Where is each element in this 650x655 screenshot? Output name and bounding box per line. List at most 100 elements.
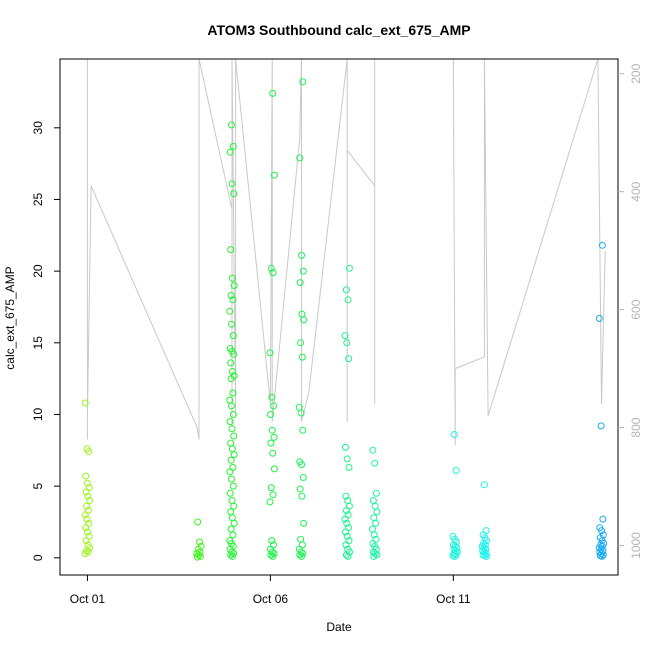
data-point (228, 497, 236, 504)
data-point (300, 519, 308, 527)
data-point (480, 481, 488, 489)
data-point (269, 269, 277, 277)
data-point (226, 468, 234, 476)
data-point (228, 368, 236, 375)
data-point (343, 339, 351, 347)
secondary-y-tick-label: 400 (629, 181, 643, 201)
data-point (228, 320, 235, 328)
data-point (227, 508, 235, 516)
data-point (229, 482, 237, 490)
data-point (342, 507, 350, 514)
data-point (344, 296, 352, 304)
data-point (296, 551, 304, 559)
data-point (267, 439, 275, 447)
data-point (269, 491, 277, 499)
y-tick-label: 5 (31, 482, 45, 489)
data-point (194, 518, 202, 526)
data-point (267, 264, 275, 272)
secondary-y-tick-label: 1000 (629, 532, 643, 559)
data-point (341, 332, 349, 340)
data-point (229, 142, 237, 150)
data-point (227, 246, 235, 254)
data-point (227, 292, 235, 299)
data-point (84, 492, 92, 500)
data-point (342, 443, 349, 451)
data-point (370, 531, 378, 539)
data-point (267, 484, 275, 492)
data-point (597, 422, 605, 430)
data-point (268, 393, 276, 401)
data-point (228, 121, 235, 129)
data-point (85, 448, 93, 456)
data-point (296, 279, 304, 287)
data-point (342, 286, 350, 294)
data-point (599, 515, 607, 523)
data-point (269, 449, 277, 457)
axes-layer: Oct 01 Oct 06 Oct 11 0 5 10 15 20 25 30 200 400 600 8… (31, 58, 643, 606)
data-point (343, 532, 351, 540)
data-point (483, 552, 491, 560)
data-point (227, 551, 235, 559)
data-point (299, 78, 307, 86)
data-point (369, 446, 377, 454)
data-point (299, 267, 307, 275)
data-point (270, 433, 278, 441)
y-axis-label: calc_ext_675_AMP (3, 266, 17, 369)
data-point (452, 551, 460, 559)
data-point (452, 466, 460, 474)
data-point (269, 89, 277, 97)
data-point (369, 525, 376, 533)
data-point (229, 464, 237, 471)
y-tick-label: 15 (31, 336, 45, 350)
data-point (83, 515, 91, 523)
data-point (227, 375, 235, 383)
data-point (373, 508, 381, 516)
data-point (82, 537, 90, 545)
x-tick-label: Oct 06 (253, 592, 289, 606)
data-point (372, 489, 380, 497)
data-point (229, 531, 237, 539)
data-point (299, 474, 307, 481)
data-point (297, 535, 305, 543)
data-point (267, 411, 274, 418)
data-point (595, 314, 603, 322)
data-point (83, 528, 91, 536)
data-point (598, 527, 605, 535)
data-point (270, 465, 278, 473)
data-point (193, 553, 201, 561)
data-point (230, 282, 238, 289)
data-point (228, 475, 235, 483)
data-point (227, 359, 235, 367)
data-point (598, 552, 606, 560)
data-point (370, 552, 378, 560)
data-point (269, 552, 277, 560)
data-point (342, 492, 350, 500)
data-point (599, 551, 607, 559)
data-point (298, 492, 306, 500)
data-point (81, 511, 89, 519)
data-point (268, 426, 276, 434)
data-point (296, 485, 304, 493)
data-point (296, 154, 304, 162)
data-point (270, 171, 278, 179)
data-point (298, 541, 306, 549)
data-point (227, 525, 235, 533)
data-point (196, 538, 203, 546)
data-point (228, 180, 236, 188)
secondary-y-tick-label: 200 (629, 63, 643, 83)
data-point (450, 431, 458, 438)
data-point (372, 519, 380, 527)
data-point (369, 497, 377, 504)
y-tick-label: 25 (31, 192, 45, 206)
x-tick-label: Oct 01 (70, 592, 106, 606)
data-point (343, 519, 351, 527)
data-point (268, 537, 276, 545)
y-tick-label: 0 (31, 554, 45, 561)
y-tick-label: 20 (31, 264, 45, 278)
data-point (270, 402, 277, 410)
depth-trace-layer (86, 58, 606, 446)
data-point (230, 190, 238, 198)
data-point (298, 552, 305, 560)
data-point (228, 274, 236, 282)
